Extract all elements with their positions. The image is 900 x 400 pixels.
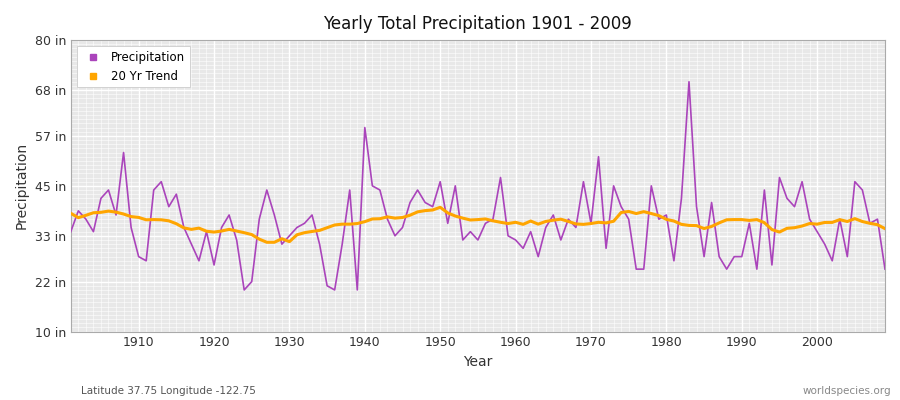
X-axis label: Year: Year xyxy=(464,355,492,369)
Title: Yearly Total Precipitation 1901 - 2009: Yearly Total Precipitation 1901 - 2009 xyxy=(323,15,633,33)
Text: worldspecies.org: worldspecies.org xyxy=(803,386,891,396)
Legend: Precipitation, 20 Yr Trend: Precipitation, 20 Yr Trend xyxy=(76,46,190,87)
Y-axis label: Precipitation: Precipitation xyxy=(15,142,29,230)
Text: Latitude 37.75 Longitude -122.75: Latitude 37.75 Longitude -122.75 xyxy=(81,386,256,396)
